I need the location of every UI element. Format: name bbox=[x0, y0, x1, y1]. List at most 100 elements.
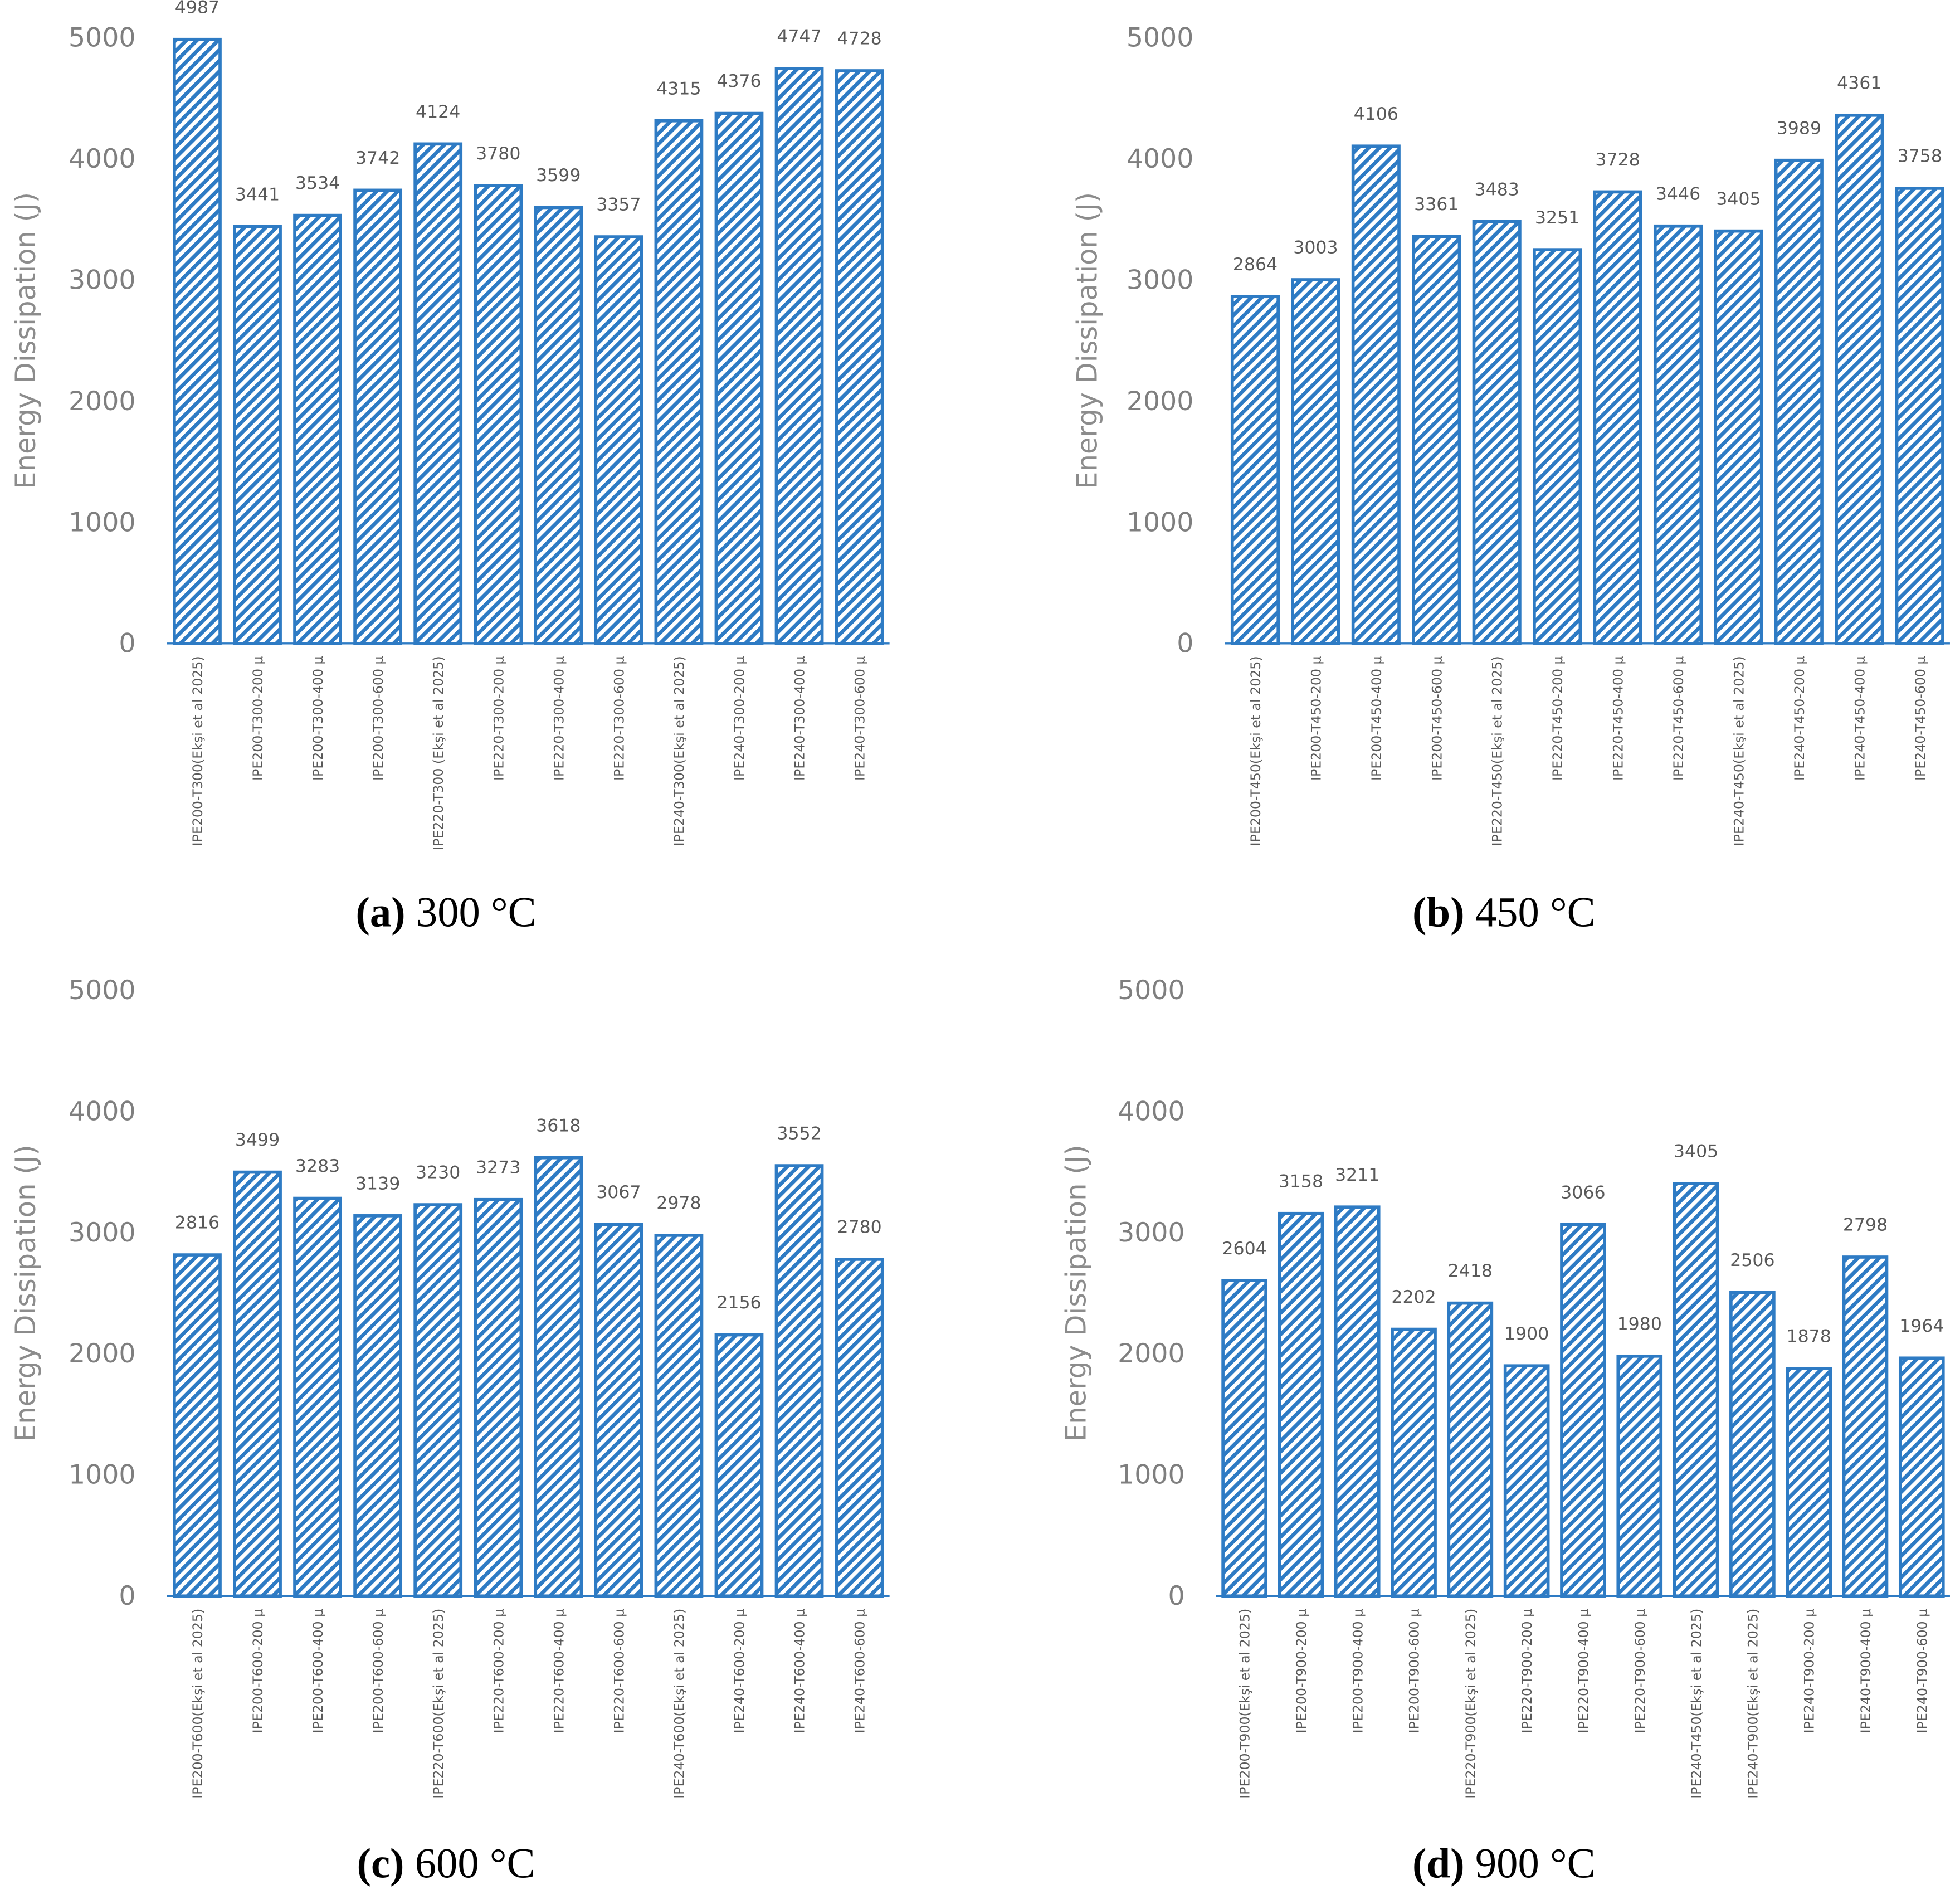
value-label: 3989 bbox=[1777, 118, 1821, 138]
value-label: 2780 bbox=[837, 1218, 881, 1238]
x-tick-label: IPE220-T600-200 μ bbox=[491, 1609, 506, 1733]
caption-space bbox=[406, 888, 416, 936]
bar bbox=[293, 213, 342, 645]
bar bbox=[714, 1333, 764, 1598]
value-label: 1980 bbox=[1617, 1314, 1662, 1334]
bar bbox=[1560, 1223, 1606, 1598]
x-tick-label: IPE240-T600-600 μ bbox=[852, 1609, 868, 1733]
bar bbox=[1898, 1356, 1945, 1598]
y-tick-label: 0 bbox=[119, 629, 135, 659]
value-label: 3066 bbox=[1561, 1182, 1605, 1202]
caption-space bbox=[1465, 1839, 1475, 1887]
bar bbox=[353, 1214, 403, 1598]
y-tick-label: 1000 bbox=[1127, 507, 1193, 538]
caption: (b) 450 °C bbox=[1412, 888, 1596, 936]
value-label: 3405 bbox=[1716, 189, 1761, 209]
chart: 0 1000 2000 3000 4000 5000 Energy Dissipation … bbox=[9, 0, 890, 936]
bar bbox=[774, 1164, 824, 1598]
y-tick-label: 2000 bbox=[69, 386, 136, 417]
y-tick-label: 0 bbox=[1177, 629, 1193, 659]
bar bbox=[1533, 248, 1582, 645]
bar bbox=[534, 1156, 583, 1598]
x-tick-label: IPE220-T900-400 μ bbox=[1576, 1609, 1591, 1733]
value-label: 3405 bbox=[1674, 1142, 1718, 1162]
value-label: 3599 bbox=[536, 165, 581, 186]
x-tick-label: IPE200-T600-400 μ bbox=[310, 1609, 326, 1733]
value-label: 3003 bbox=[1293, 238, 1338, 258]
x-tick-label: IPE240-T600(Ekşi et al 2025) bbox=[671, 1609, 687, 1799]
x-tick-label: IPE240-T900-400 μ bbox=[1858, 1609, 1874, 1733]
bar bbox=[1334, 1205, 1381, 1598]
y-tick-label: 3000 bbox=[1127, 265, 1193, 295]
y-tick-label: 4000 bbox=[1118, 1096, 1184, 1127]
caption: (c) 600 °C bbox=[357, 1839, 535, 1887]
x-tick-label: IPE240-T450(Ekşi et al 2025) bbox=[1689, 1609, 1704, 1799]
caption-text: 900 °C bbox=[1475, 1839, 1596, 1887]
value-label: 3273 bbox=[476, 1157, 520, 1177]
y-tick-label: 0 bbox=[1168, 1581, 1184, 1611]
x-tick-label: IPE220-T450(Ekşi et al 2025) bbox=[1490, 656, 1505, 846]
x-tick-label: IPE220-T600(Ekşi et al 2025) bbox=[431, 1609, 446, 1799]
caption-label: (d) bbox=[1412, 1839, 1465, 1887]
y-tick-label: 1000 bbox=[69, 507, 136, 538]
x-tick-label: IPE220-T900-600 μ bbox=[1632, 1609, 1648, 1733]
bar bbox=[594, 1223, 643, 1598]
bar bbox=[594, 235, 643, 645]
caption-label: (a) bbox=[355, 888, 405, 936]
bar bbox=[835, 69, 884, 645]
x-tick-label: IPE240-T900-200 μ bbox=[1802, 1609, 1817, 1733]
y-tick-label: 1000 bbox=[69, 1460, 136, 1491]
bar bbox=[353, 188, 403, 645]
x-tick-label: IPE240-T300-200 μ bbox=[732, 656, 748, 781]
bar bbox=[293, 1196, 342, 1598]
x-tick-label: IPE200-T450-400 μ bbox=[1369, 656, 1384, 781]
bar bbox=[1729, 1291, 1776, 1598]
y-tick-label: 2000 bbox=[1127, 386, 1193, 417]
x-tick-label: IPE220-T600-400 μ bbox=[551, 1609, 567, 1733]
value-label: 4987 bbox=[175, 0, 220, 17]
caption-text: 450 °C bbox=[1475, 888, 1596, 936]
bar bbox=[1835, 113, 1884, 645]
bar bbox=[1503, 1364, 1550, 1598]
x-tick-label: IPE220-T300 (Ekşi et al 2025) bbox=[431, 656, 446, 850]
bar bbox=[1230, 295, 1280, 645]
bar bbox=[413, 142, 463, 645]
value-label: 2978 bbox=[656, 1193, 701, 1213]
x-tick-label: IPE240-T300-400 μ bbox=[792, 656, 808, 781]
caption: (a) 300 °C bbox=[355, 888, 537, 936]
bar bbox=[1786, 1367, 1832, 1598]
bar bbox=[774, 67, 824, 645]
caption-space bbox=[404, 1839, 415, 1887]
x-tick-label: IPE200-T300-200 μ bbox=[250, 656, 266, 781]
caption: (d) 900 °C bbox=[1412, 1839, 1596, 1887]
value-label: 1964 bbox=[1899, 1316, 1944, 1336]
x-tick-label: IPE220-T300-400 μ bbox=[551, 656, 567, 781]
caption-text: 300 °C bbox=[416, 888, 537, 936]
x-tick-label: IPE220-T300-200 μ bbox=[491, 656, 506, 781]
bar bbox=[1278, 1211, 1324, 1598]
value-label: 2604 bbox=[1222, 1239, 1266, 1259]
bar bbox=[654, 119, 704, 645]
x-tick-label: IPE220-T450-200 μ bbox=[1550, 656, 1566, 781]
value-label: 1900 bbox=[1504, 1324, 1549, 1344]
bar bbox=[1895, 187, 1944, 645]
y-tick-label: 2000 bbox=[1118, 1338, 1184, 1369]
bar bbox=[1673, 1182, 1719, 1598]
bar bbox=[1221, 1279, 1267, 1598]
y-tick-label: 5000 bbox=[1118, 975, 1184, 1006]
x-tick-label: IPE200-T600(Ekşi et al 2025) bbox=[190, 1609, 206, 1799]
y-tick-label: 4000 bbox=[69, 144, 136, 174]
value-label: 3618 bbox=[536, 1116, 581, 1136]
value-label: 3251 bbox=[1535, 208, 1579, 228]
value-label: 3758 bbox=[1898, 147, 1942, 167]
value-label: 3357 bbox=[596, 195, 641, 215]
caption-label: (c) bbox=[357, 1839, 404, 1887]
value-label: 4728 bbox=[837, 29, 881, 49]
x-tick-label: IPE240-T900(Ekşi et al 2025) bbox=[1745, 1609, 1761, 1799]
value-label: 2798 bbox=[1843, 1215, 1888, 1235]
bar bbox=[173, 1253, 222, 1598]
x-tick-label: IPE240-T450(Ekşi et al 2025) bbox=[1731, 656, 1747, 846]
x-tick-label: IPE240-T300(Ekşi et al 2025) bbox=[671, 656, 687, 846]
bar bbox=[1412, 235, 1461, 645]
